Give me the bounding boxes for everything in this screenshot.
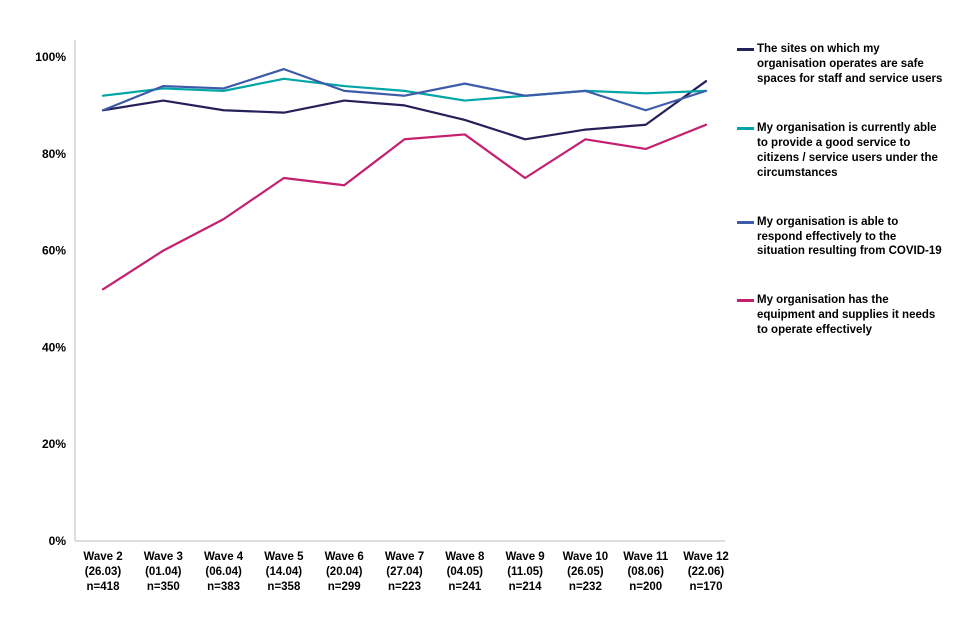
legend-item: The sites on which my organisation opera…: [737, 42, 945, 87]
x-axis-tick-label: Wave 5 (14.04) n=358: [264, 551, 304, 593]
series-line-1: [101, 77, 708, 102]
legend-swatch-respond-effectively: [737, 220, 754, 224]
legend-swatch-equipment-supplies: [737, 299, 754, 303]
y-axis-tick-label: 40%: [42, 340, 66, 354]
x-axis-tick-label: Wave 9 (11.05) n=214: [505, 551, 544, 593]
y-axis-tick-label: 20%: [42, 437, 66, 451]
x-axis-tick-label: Wave 6 (20.04) n=299: [325, 551, 364, 593]
legend-label: My organisation is able to respond effec…: [757, 215, 942, 258]
x-axis-tick-label: Wave 2 (26.03) n=418: [83, 551, 122, 593]
series-line-0: [101, 80, 708, 141]
y-axis-tick-label: 80%: [42, 147, 66, 161]
series-line-2: [101, 67, 708, 112]
legend-label: The sites on which my organisation opera…: [757, 43, 943, 85]
legend-label: My organisation is currently able to pro…: [757, 121, 938, 179]
legend-item: My organisation is able to respond effec…: [737, 215, 945, 260]
line-chart-canvas: 0% 20% 40% 60% 80% 100% Wave 2 (26.03) n=418 Wave…: [35, 40, 729, 593]
x-axis-tick-label: Wave 4 (06.04) n=383: [204, 551, 244, 593]
legend-swatch-good-service: [737, 126, 754, 130]
y-axis-tick-label: 100%: [35, 50, 66, 64]
x-axis-tick-label: Wave 10 (26.05) n=232: [563, 551, 609, 593]
x-axis-tick-label: Wave 7 (27.04) n=223: [385, 551, 424, 593]
legend-item: My organisation has the equipment and su…: [737, 293, 945, 338]
legend-label: My organisation has the equipment and su…: [757, 294, 936, 337]
y-axis-tick-label: 60%: [42, 244, 66, 258]
legend-swatch-safe-spaces: [737, 48, 754, 51]
legend-item: My organisation is currently able to pro…: [737, 121, 945, 181]
x-axis-tick-label: Wave 12 (22.06) n=170: [683, 551, 729, 593]
x-axis-tick-label: Wave 3 (01.04) n=350: [144, 551, 183, 593]
series-line-3: [101, 123, 708, 291]
x-axis-tick-label: Wave 11 (08.06) n=200: [623, 551, 669, 593]
y-axis-tick-label: 0%: [49, 534, 67, 548]
x-axis-tick-label: Wave 8 (04.05) n=241: [445, 551, 485, 593]
chart-legend: The sites on which my organisation opera…: [737, 42, 945, 372]
